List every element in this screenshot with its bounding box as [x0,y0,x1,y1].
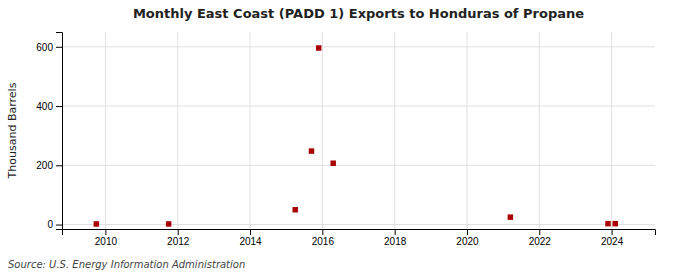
x-grid-line [466,32,467,229]
x-grid-line [539,32,540,229]
y-tick-label: 400 [36,101,53,112]
x-grid-line [394,32,395,229]
y-grid-line [62,106,655,107]
y-axis-line [56,33,63,230]
y-tick-label: 0 [47,219,53,230]
x-tick-mark [178,229,179,235]
source: Source: U.S. Energy Information Administ… [8,259,245,270]
chart: 2010 2012 2014 2016 2018 2020 2022 2024 0 200 400 6… [0,0,675,275]
y-axis-title: Thousand Barrels [6,82,19,179]
x-tick: 2016 [312,229,335,247]
point [166,221,171,226]
x-tick-mark [539,229,540,235]
y-tick-mark [56,106,62,107]
y-tick: 200 [36,160,62,171]
x-tick-label: 2020 [456,236,479,247]
y-tick: 600 [36,42,62,53]
x-tick-mark [395,229,396,235]
y-tick-label: 200 [36,160,53,171]
x-grid-line [322,32,323,229]
y-grid-line [62,224,655,225]
x-tick-label: 2024 [601,236,624,247]
point [612,221,617,226]
x-grid-line [611,32,612,229]
point [316,45,321,50]
x-tick-label: 2016 [312,236,335,247]
y-tick-mark [56,47,62,48]
x-tick-mark [322,229,323,235]
x-tick-label: 2022 [529,236,552,247]
x-tick: 2022 [529,229,552,247]
x-tick: 2018 [384,229,407,247]
y-tick: 0 [47,219,62,230]
title: Monthly East Coast (PADD 1) Exports to H… [133,6,584,21]
x-tick: 2020 [456,229,479,247]
x-tick-mark [105,229,106,235]
y-grid-line [62,46,655,47]
x-tick: 2024 [601,229,624,247]
x-grid-line [250,32,251,229]
y-tick-mark [56,165,62,166]
point [605,221,610,226]
x-grid-line [177,32,178,229]
x-axis-line [63,230,656,236]
x-tick: 2012 [167,229,190,247]
plot-area: 2010 2012 2014 2016 2018 2020 2022 2024 0 200 400 6… [36,32,655,247]
y-tick-label: 600 [36,42,53,53]
point [330,160,335,165]
y-axis: 0 200 400 600 [36,33,62,231]
point [292,207,297,212]
x-tick-mark [250,229,251,235]
x-tick-label: 2010 [95,236,118,247]
point [309,148,314,153]
y-tick: 400 [36,101,62,112]
x-grid-line [105,32,106,229]
point [94,221,99,226]
y-grid-line [62,165,655,166]
x-tick-label: 2012 [167,236,190,247]
x-tick-label: 2018 [384,236,407,247]
x-axis: 2010 2012 2014 2016 2018 2020 2022 2024 [63,229,656,247]
x-tick: 2010 [95,229,118,247]
y-tick-mark [56,225,62,226]
grid [62,32,655,229]
x-tick-label: 2014 [239,236,262,247]
x-tick: 2014 [239,229,262,247]
x-tick-mark [612,229,613,235]
x-tick-mark [467,229,468,235]
point [508,214,513,219]
points [94,45,618,226]
